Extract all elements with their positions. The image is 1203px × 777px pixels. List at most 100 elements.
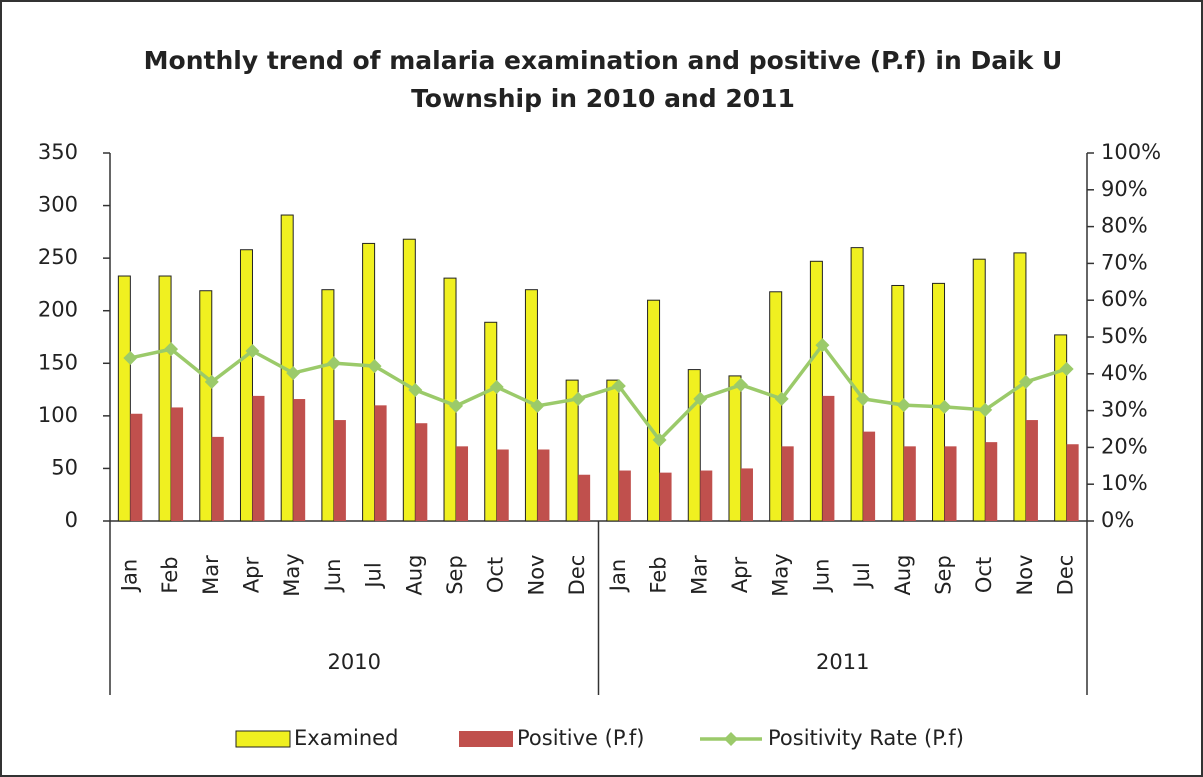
- bar: [728, 375, 742, 522]
- bar: [985, 442, 998, 521]
- marker: [164, 342, 179, 357]
- chart-title: Monthly trend of malaria examination and…: [144, 46, 1063, 75]
- bar: [117, 275, 131, 522]
- bar: [972, 258, 986, 522]
- marker: [937, 399, 952, 414]
- x-tick-label: Sep: [932, 555, 956, 595]
- line: [129, 342, 1068, 443]
- x-tick-label: Feb: [647, 556, 671, 593]
- bar: [1066, 444, 1079, 521]
- bar: [1054, 334, 1068, 522]
- bar: [740, 468, 753, 521]
- x-tick-label: Aug: [402, 554, 426, 595]
- x-tick-label: Jan: [606, 559, 630, 593]
- y2-tick-label: 0%: [1101, 508, 1134, 532]
- bar: [456, 446, 469, 521]
- bar: [809, 260, 823, 522]
- bar: [578, 474, 591, 521]
- marker: [815, 338, 830, 353]
- bar: [496, 449, 509, 521]
- x-tick-label: Mar: [687, 555, 711, 595]
- bar: [374, 405, 387, 521]
- bar: [321, 289, 335, 522]
- legend-label: Examined: [294, 726, 398, 750]
- x-tick-label: Apr: [239, 556, 263, 593]
- bar: [903, 446, 916, 521]
- bar: [687, 369, 701, 522]
- x-tick-label: Jan: [117, 559, 141, 593]
- x-tick-label: Apr: [728, 556, 752, 593]
- x-tick-label: Dec: [1054, 555, 1078, 596]
- marker: [1059, 362, 1074, 377]
- y-tick-label: 0: [65, 508, 78, 532]
- bar: [822, 395, 835, 521]
- bar: [252, 395, 265, 521]
- bar: [659, 472, 672, 521]
- bar: [293, 399, 306, 521]
- x-tick-label: Nov: [524, 555, 548, 596]
- y-tick-label: 300: [38, 193, 78, 217]
- bar: [618, 470, 631, 521]
- x-tick-label: May: [280, 553, 304, 596]
- marker: [489, 380, 504, 395]
- y-tick-label: 50: [51, 455, 78, 479]
- bar: [415, 423, 428, 521]
- marker: [652, 433, 667, 448]
- marker: [611, 378, 626, 393]
- x-tick-label: Jun: [809, 559, 833, 594]
- bar: [537, 449, 550, 521]
- marker: [408, 382, 423, 397]
- marker: [896, 398, 911, 413]
- x-tick-label: Oct: [484, 557, 508, 593]
- y-tick-label: 350: [38, 140, 78, 164]
- marker: [978, 402, 993, 417]
- x-tick-label: Jun: [321, 559, 345, 594]
- x-tick-label: Jul: [362, 562, 386, 589]
- marker: [204, 374, 219, 389]
- bar: [333, 420, 346, 521]
- bar: [769, 291, 783, 522]
- marker: [693, 391, 708, 406]
- group-label: 2010: [328, 650, 381, 674]
- y2-tick-label: 30%: [1101, 398, 1148, 422]
- bar: [944, 446, 957, 521]
- marker: [571, 391, 586, 406]
- y2-tick-label: 90%: [1101, 177, 1148, 201]
- y-tick-label: 150: [38, 350, 78, 374]
- marker: [123, 350, 138, 365]
- bar: [1025, 420, 1038, 521]
- y2-tick-label: 40%: [1101, 361, 1148, 385]
- y2-tick-label: 20%: [1101, 434, 1148, 458]
- x-tick-label: Aug: [891, 554, 915, 595]
- marker: [856, 391, 871, 406]
- marker: [449, 398, 464, 413]
- x-tick-label: May: [769, 553, 793, 596]
- marker: [530, 398, 545, 413]
- bar: [239, 249, 253, 522]
- x-tick-label: Mar: [199, 555, 223, 595]
- bar: [130, 413, 143, 521]
- marker: [733, 377, 748, 392]
- legend-swatch: [724, 732, 738, 746]
- legend-swatch: [459, 731, 513, 747]
- bar: [700, 470, 713, 521]
- marker: [286, 366, 301, 381]
- bar: [211, 436, 224, 521]
- group-label: 2011: [816, 650, 869, 674]
- bar: [606, 379, 620, 522]
- y-tick-label: 100: [38, 403, 78, 427]
- bar: [565, 379, 579, 522]
- bar: [484, 321, 498, 522]
- bar: [402, 238, 416, 522]
- x-tick-label: Nov: [1013, 555, 1037, 596]
- legend-label: Positivity Rate (P.f): [768, 726, 964, 750]
- y2-tick-label: 100%: [1101, 140, 1161, 164]
- marker: [326, 356, 341, 371]
- bar: [362, 242, 376, 522]
- x-tick-label: Sep: [443, 555, 467, 595]
- marker: [367, 359, 382, 374]
- marker: [245, 343, 260, 358]
- y2-tick-label: 50%: [1101, 324, 1148, 348]
- bar: [199, 290, 213, 522]
